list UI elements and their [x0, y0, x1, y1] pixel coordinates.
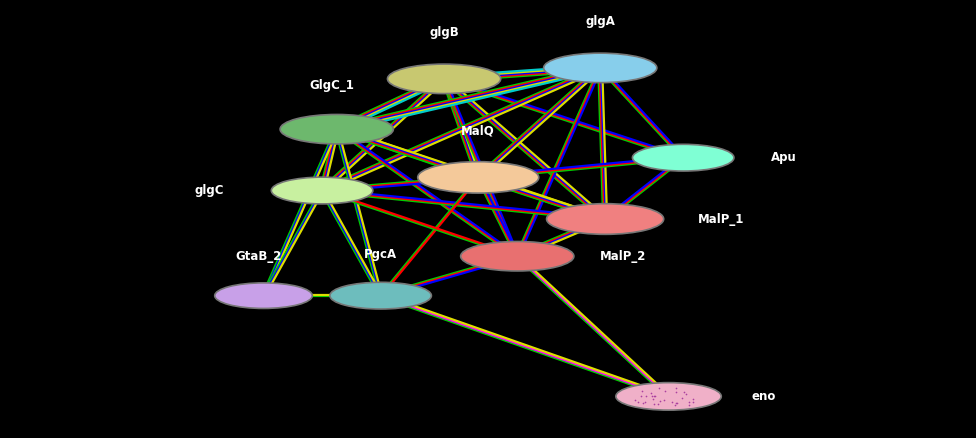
Ellipse shape	[544, 53, 657, 83]
Ellipse shape	[632, 144, 734, 171]
Ellipse shape	[418, 162, 539, 193]
Ellipse shape	[215, 283, 312, 308]
Ellipse shape	[547, 204, 664, 234]
Text: Apu: Apu	[771, 151, 796, 164]
Text: eno: eno	[752, 390, 776, 403]
Text: glgB: glgB	[429, 26, 459, 39]
Ellipse shape	[461, 241, 574, 271]
Text: glgA: glgA	[586, 15, 615, 28]
Text: MalP_2: MalP_2	[600, 250, 647, 263]
Text: MalQ: MalQ	[462, 125, 495, 138]
Text: GlgC_1: GlgC_1	[309, 79, 354, 92]
Ellipse shape	[271, 177, 373, 204]
Text: glgC: glgC	[195, 184, 224, 197]
Ellipse shape	[280, 114, 393, 144]
Ellipse shape	[616, 383, 721, 410]
Text: MalP_1: MalP_1	[698, 212, 745, 226]
Text: GtaB_2: GtaB_2	[235, 250, 282, 263]
Text: PgcA: PgcA	[364, 248, 397, 261]
Ellipse shape	[387, 64, 501, 94]
Ellipse shape	[330, 282, 431, 309]
